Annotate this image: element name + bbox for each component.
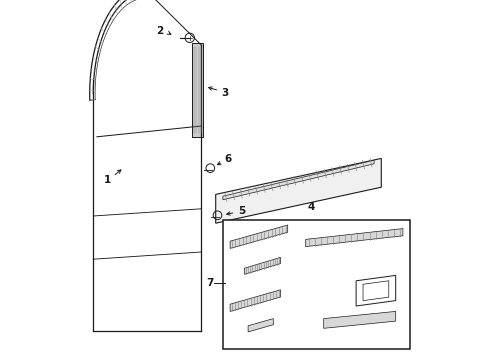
Text: 1: 1 xyxy=(104,175,111,185)
Polygon shape xyxy=(223,160,373,200)
Polygon shape xyxy=(323,311,395,328)
Text: 6: 6 xyxy=(224,154,231,164)
Text: 7: 7 xyxy=(206,278,214,288)
Polygon shape xyxy=(215,158,381,223)
Polygon shape xyxy=(247,319,273,332)
Polygon shape xyxy=(230,225,287,248)
Text: 4: 4 xyxy=(307,202,314,212)
Polygon shape xyxy=(230,290,280,311)
Text: 3: 3 xyxy=(221,88,228,98)
Polygon shape xyxy=(305,229,402,247)
Polygon shape xyxy=(192,43,203,137)
Polygon shape xyxy=(244,257,280,274)
Text: 5: 5 xyxy=(238,206,245,216)
FancyBboxPatch shape xyxy=(223,220,409,349)
Circle shape xyxy=(185,33,194,42)
Text: 2: 2 xyxy=(156,26,163,36)
